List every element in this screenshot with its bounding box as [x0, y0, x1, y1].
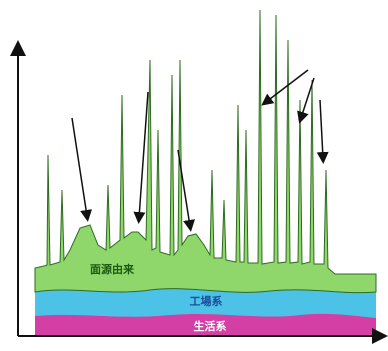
- arrows: [72, 70, 323, 226]
- nonpoint-area: [35, 10, 376, 293]
- industrial-label: 工場系: [190, 294, 223, 308]
- nonpoint-label: 面源由来: [90, 262, 135, 276]
- diagram: 面源由来 工場系 生活系: [0, 0, 388, 351]
- domestic-label: 生活系: [194, 319, 227, 333]
- page: 面源由来 工場系 生活系 (() => { const data = JSON.…: [0, 0, 388, 351]
